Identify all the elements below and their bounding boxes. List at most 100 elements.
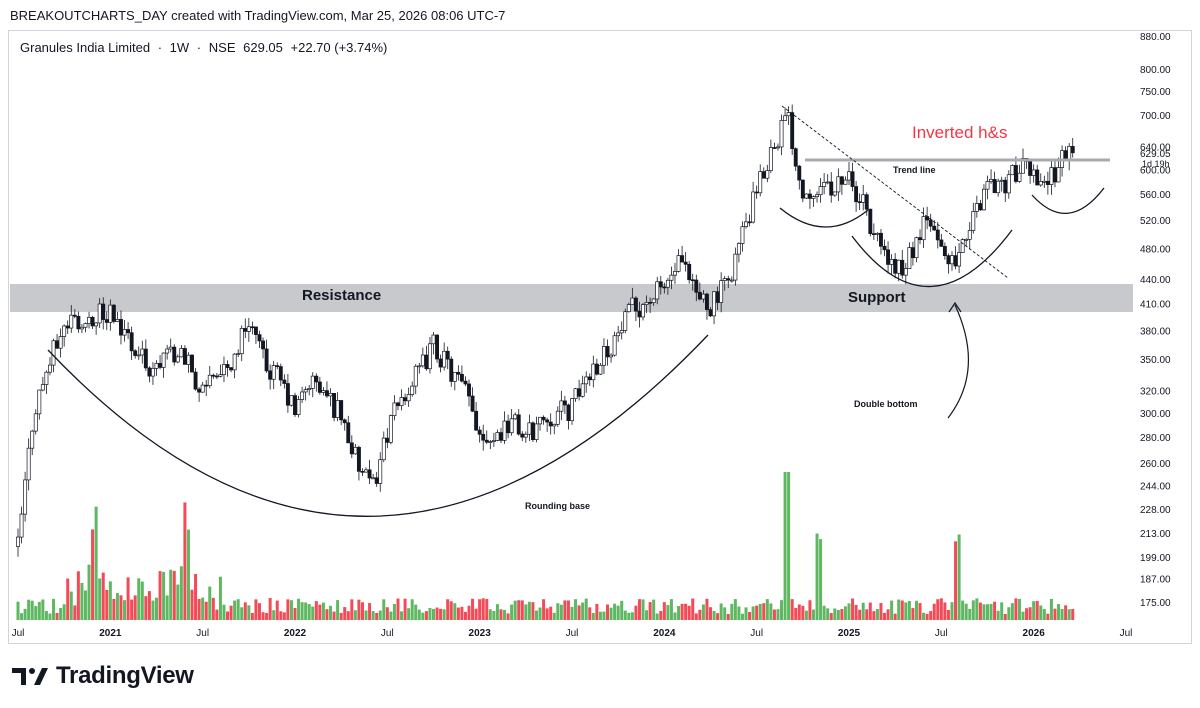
candle-body bbox=[868, 208, 873, 234]
candle-body bbox=[406, 394, 411, 402]
time-axis[interactable]: Jul 2021 Jul 2022 Jul 2023 Jul 2024 Jul 2025 Jul 20… bbox=[12, 628, 1133, 639]
volume-bar bbox=[993, 601, 997, 620]
candle-body bbox=[722, 278, 727, 281]
candle-body bbox=[147, 367, 152, 377]
candle-body bbox=[914, 237, 919, 259]
time-tick-label: Jul bbox=[566, 628, 579, 639]
volume-bar bbox=[488, 609, 492, 620]
volume-bar bbox=[94, 506, 98, 620]
volume-bar bbox=[254, 599, 258, 620]
volume-bar bbox=[527, 601, 531, 620]
double-bottom-arrowhead bbox=[948, 301, 962, 313]
volume-bar bbox=[542, 599, 546, 620]
candle-body bbox=[300, 391, 305, 400]
volume-bar bbox=[570, 606, 574, 620]
volume-bar bbox=[162, 571, 166, 620]
candle-body bbox=[243, 328, 248, 332]
tradingview-brand[interactable]: TradingView bbox=[12, 662, 194, 690]
volume-bar bbox=[229, 605, 233, 620]
candle-body bbox=[598, 364, 603, 375]
candle-body bbox=[474, 410, 479, 431]
candle-body bbox=[953, 255, 958, 267]
volume-bar bbox=[101, 572, 105, 620]
candle-body bbox=[321, 390, 326, 393]
volume-bar bbox=[872, 611, 876, 620]
time-tick-label: 2025 bbox=[838, 628, 861, 639]
symbol-change: +22.70 (+3.74%) bbox=[290, 40, 388, 55]
volume-bar bbox=[762, 603, 766, 620]
candle-body bbox=[271, 365, 276, 380]
volume-bar bbox=[385, 607, 389, 620]
volume-bar bbox=[392, 604, 396, 620]
volume-bar bbox=[613, 603, 617, 620]
symbol-name[interactable]: Granules India Limited bbox=[20, 40, 151, 55]
volume-bar bbox=[179, 566, 183, 620]
volume-bar bbox=[865, 609, 869, 620]
candle-body bbox=[967, 230, 972, 240]
candle-body bbox=[225, 364, 230, 368]
candle-body bbox=[548, 421, 553, 427]
volume-bar bbox=[30, 600, 34, 620]
volume-bar bbox=[989, 603, 993, 620]
time-tick-label: Jul bbox=[1120, 628, 1133, 639]
volume-bar bbox=[563, 600, 567, 620]
volume-bar bbox=[545, 608, 549, 620]
volume-bar bbox=[719, 603, 723, 620]
chart-frame[interactable] bbox=[8, 30, 1192, 644]
candle-body bbox=[900, 259, 905, 276]
candle-body bbox=[72, 314, 77, 317]
volume-bar bbox=[783, 472, 787, 620]
volume-bar bbox=[868, 602, 872, 620]
candle-body bbox=[882, 245, 887, 251]
inverted-hs-label: Inverted h&s bbox=[912, 123, 1007, 142]
candle-body bbox=[807, 193, 812, 199]
candle-body bbox=[26, 447, 31, 481]
volume-bar bbox=[932, 603, 936, 620]
candle-body bbox=[1031, 169, 1036, 176]
candle-body bbox=[562, 400, 567, 406]
symbol-interval[interactable]: 1W bbox=[169, 40, 190, 55]
candle-body bbox=[633, 297, 638, 312]
candle-body bbox=[875, 232, 880, 235]
volume-bar bbox=[456, 607, 460, 620]
candle-body bbox=[261, 340, 265, 350]
candle-body bbox=[399, 397, 404, 407]
candle-body bbox=[925, 216, 930, 221]
volume-bar bbox=[463, 611, 467, 620]
candle-body bbox=[367, 469, 372, 479]
volume-bar bbox=[606, 604, 610, 620]
candle-body bbox=[388, 415, 393, 443]
candle-body bbox=[1042, 180, 1047, 183]
time-tick-label: Jul bbox=[12, 628, 25, 639]
rounding-base-curve bbox=[47, 334, 709, 517]
candle-body bbox=[307, 388, 312, 390]
volume-bar bbox=[37, 601, 41, 620]
volume-bar bbox=[524, 604, 528, 620]
volume-bar bbox=[119, 595, 123, 620]
volume-bar bbox=[588, 607, 592, 620]
volume-bar bbox=[893, 613, 897, 620]
candle-body bbox=[776, 146, 780, 149]
candle-body bbox=[403, 397, 408, 402]
volume-bar bbox=[1067, 609, 1071, 620]
candle-body bbox=[136, 354, 141, 357]
candle-body bbox=[964, 238, 969, 241]
candle-body bbox=[133, 350, 138, 356]
volume-bar bbox=[744, 607, 748, 620]
volume-bar bbox=[701, 604, 705, 620]
volume-bar bbox=[900, 600, 904, 620]
volume-bar bbox=[534, 610, 538, 620]
price-tick-label: 199.00 bbox=[1140, 553, 1171, 564]
volume-bar bbox=[598, 611, 602, 620]
volume-bar bbox=[62, 604, 66, 620]
candle-body bbox=[168, 346, 173, 350]
candle-body bbox=[932, 225, 937, 231]
volume-bar bbox=[240, 607, 244, 620]
price-axis[interactable]: 880.00 800.00 750.00 700.00 640.00 600.00 560.… bbox=[1140, 32, 1171, 609]
volume-bar bbox=[133, 595, 137, 620]
volume-bar bbox=[73, 605, 77, 620]
candle-body bbox=[204, 384, 209, 387]
candle-body bbox=[623, 311, 628, 331]
candle-body bbox=[481, 433, 486, 441]
